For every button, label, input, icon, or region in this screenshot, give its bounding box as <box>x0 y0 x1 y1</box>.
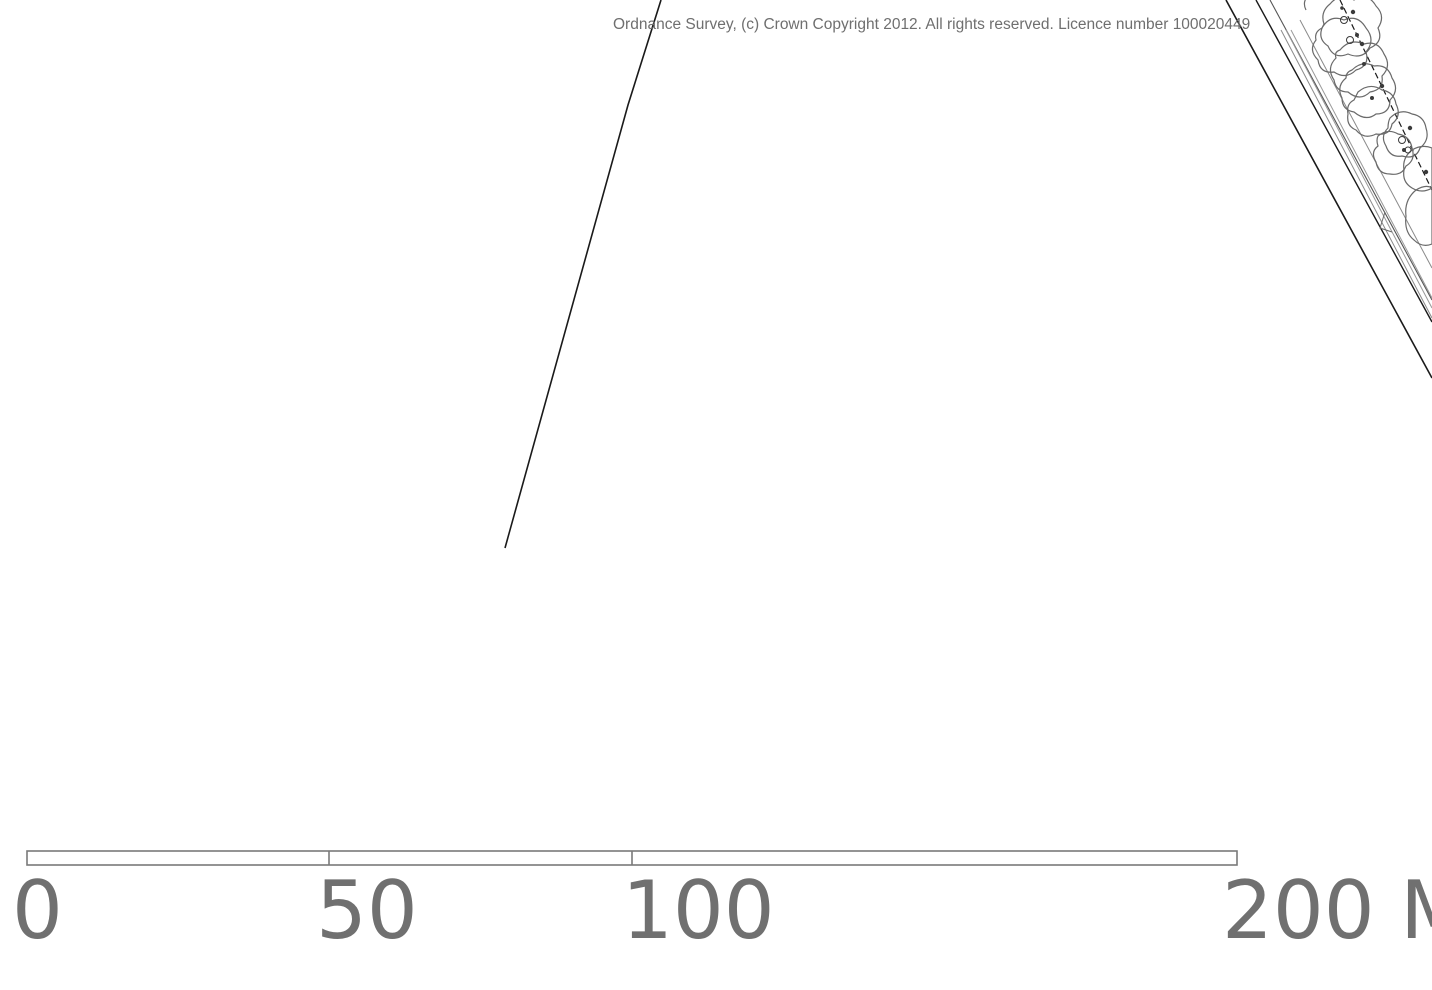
scale-label-100: 100 <box>622 864 775 957</box>
copyright-notice: Ordnance Survey, (c) Crown Copyright 201… <box>613 16 1251 33</box>
scale-label-50: 50 <box>316 864 418 957</box>
tree-canopy-symbols <box>1303 0 1432 246</box>
boundary-line-left <box>504 0 662 549</box>
road-edge-lines <box>1225 0 1432 379</box>
tree-small-rings <box>1340 16 1412 154</box>
scale-label-0: 0 <box>12 864 63 957</box>
scale-bar <box>26 850 1238 866</box>
scale-label-200m: 200 M <box>1222 864 1432 957</box>
